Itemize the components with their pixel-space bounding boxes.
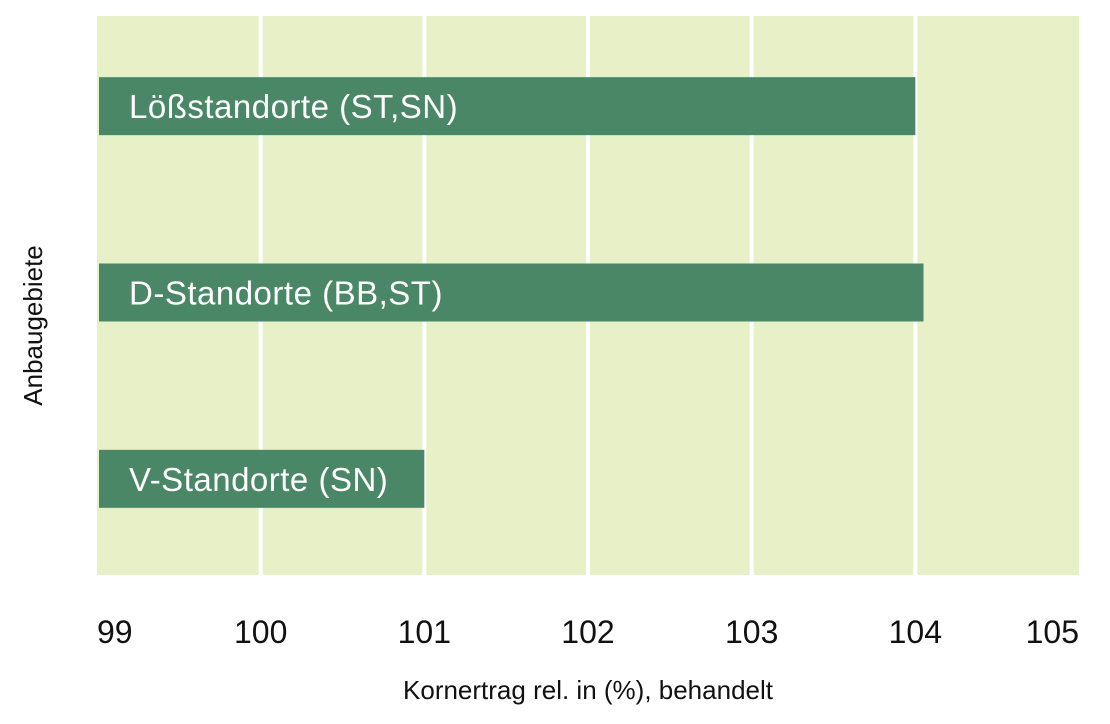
- x-axis-ticks: 99 100 101 102 103 104 105: [97, 614, 1079, 650]
- x-tick-label-100: 100: [234, 614, 287, 650]
- x-tick-label-101: 101: [398, 614, 451, 650]
- bar-labels: Lößstandorte (ST,SN) D-Standorte (BB,ST) V…: [129, 88, 458, 498]
- bar-0: [99, 77, 916, 136]
- bar-label-1: D-Standorte (BB,ST): [129, 275, 443, 312]
- x-tick-label-105: 105: [1026, 614, 1079, 650]
- bar-2: [99, 449, 425, 508]
- bar-1: [99, 263, 924, 322]
- x-tick-label-104: 104: [889, 614, 942, 650]
- bar-label-2: V-Standorte (SN): [129, 461, 388, 498]
- bars: [99, 77, 924, 508]
- x-tick-label-99: 99: [97, 614, 133, 650]
- x-axis-title: Kornertrag rel. in (%), behandelt: [403, 675, 774, 705]
- x-tick-label-102: 102: [561, 614, 614, 650]
- x-tick-label-103: 103: [725, 614, 778, 650]
- y-axis-title: Anbaugebiete: [18, 245, 48, 405]
- bar-label-0: Lößstandorte (ST,SN): [129, 88, 458, 125]
